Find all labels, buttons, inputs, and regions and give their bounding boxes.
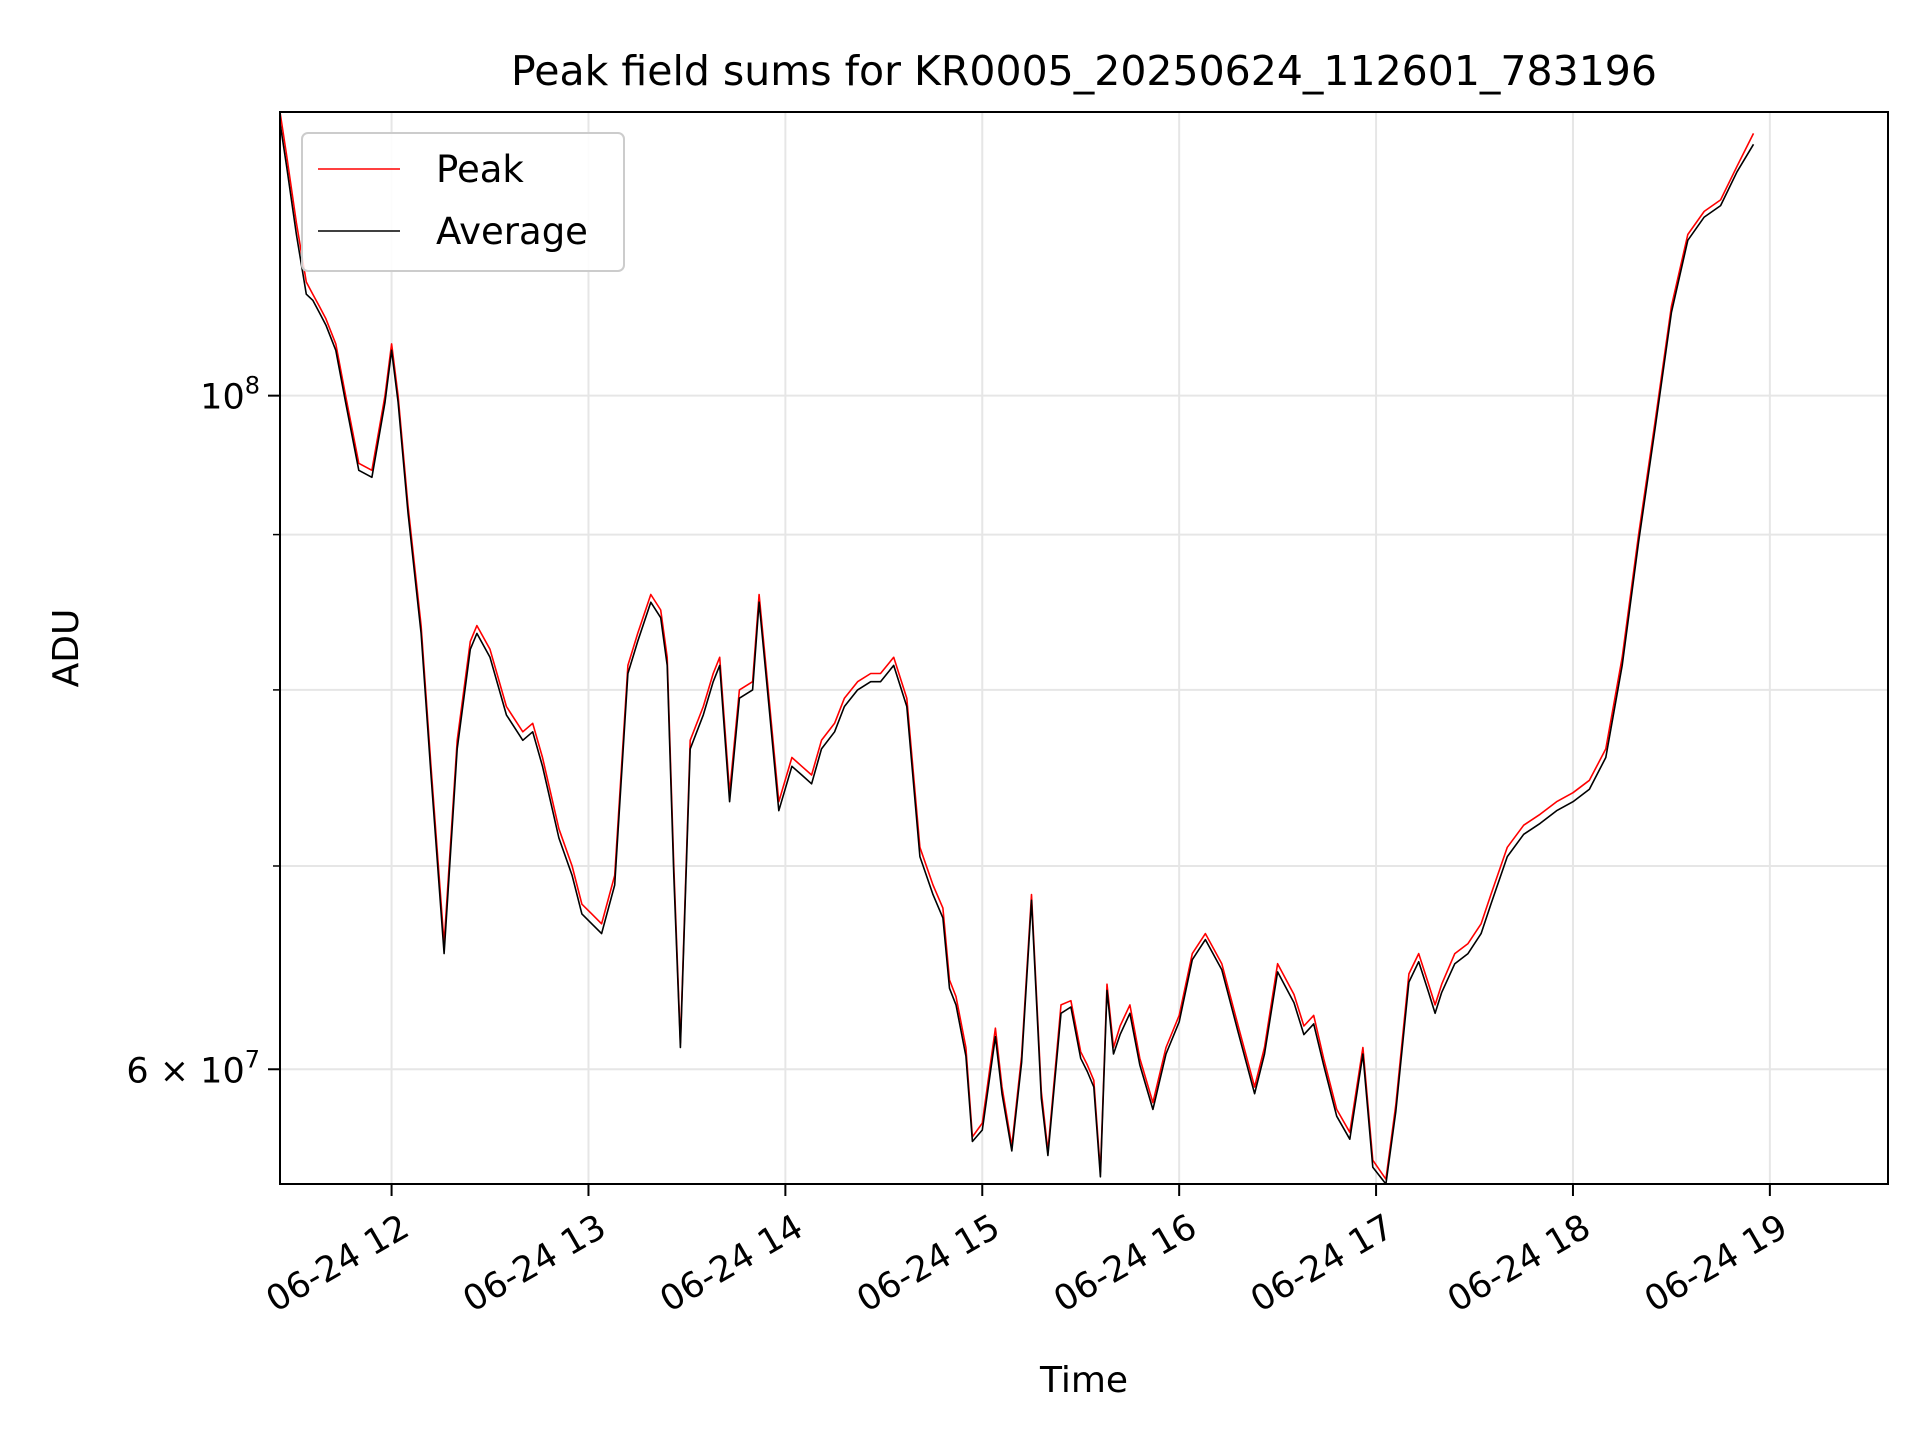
grid-lines (280, 112, 1888, 1184)
series-layer (280, 112, 1755, 1184)
chart-title: Peak field sums for KR0005_20250624_1126… (511, 47, 1657, 95)
legend-box (301, 132, 625, 272)
plot-frame (279, 111, 1889, 1185)
y-axis-ticks: 108 6 × 107 (126, 372, 280, 1091)
series-line-peak (280, 112, 1755, 1180)
legend: Peak Average (301, 132, 625, 272)
series-line-average (280, 122, 1755, 1184)
legend-label-average: Average (436, 210, 588, 253)
y-tick-label: 6 × 107 (126, 1045, 260, 1091)
y-tick-label: 108 (200, 372, 260, 418)
x-axis-label: Time (1039, 1360, 1128, 1401)
y-axis-label: ADU (46, 609, 87, 688)
legend-label-peak: Peak (436, 148, 524, 191)
